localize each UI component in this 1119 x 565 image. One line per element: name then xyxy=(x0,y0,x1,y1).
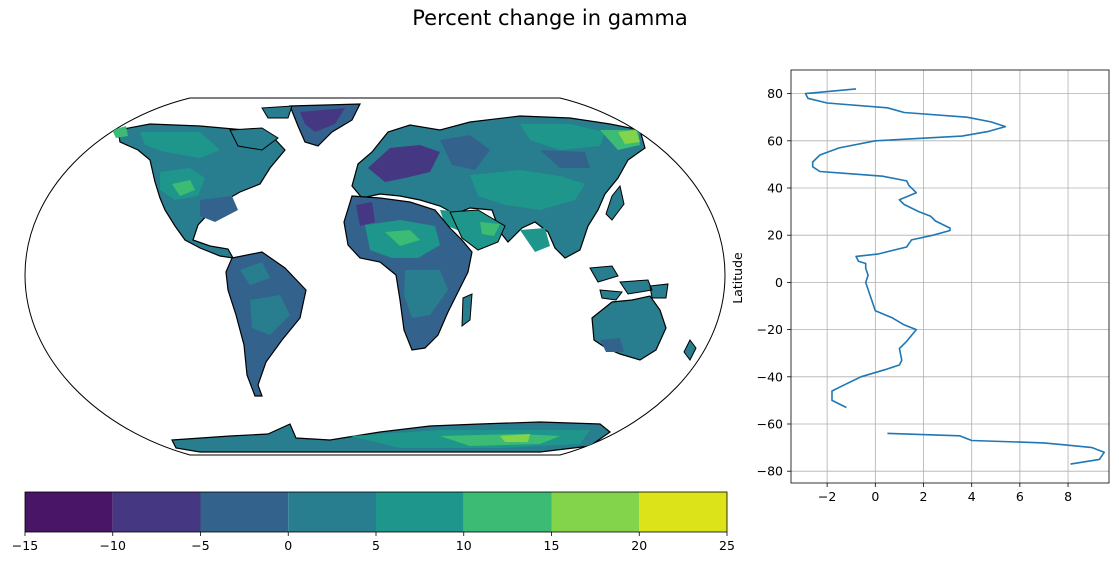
continent-africa xyxy=(343,195,473,351)
series-line xyxy=(887,432,1105,465)
continent-south-america xyxy=(225,251,307,397)
x-tick-label: 0 xyxy=(871,489,879,504)
y-tick-label: 0 xyxy=(775,275,783,290)
colorbar-swatch xyxy=(288,492,376,532)
panel-lines xyxy=(804,88,1105,465)
y-tick-label: −40 xyxy=(757,369,783,384)
colorbar-tick-label: 20 xyxy=(631,538,647,553)
panel-x-ticks: −2 0 2 4 6 8 xyxy=(818,483,1072,504)
panel-y-ticks: −80 −60 −40 −20 0 20 40 60 80 xyxy=(757,86,791,479)
continent-greenland xyxy=(289,103,361,147)
world-map xyxy=(24,97,726,456)
x-tick-label: 8 xyxy=(1064,489,1072,504)
colorbar-tick-label: −10 xyxy=(100,538,126,553)
colorbar-swatch xyxy=(551,492,640,532)
new-zealand xyxy=(683,339,697,361)
colorbar-tick-label: 15 xyxy=(544,538,560,553)
panel-y-axis-label: Latitude xyxy=(730,252,745,304)
continent-antarctica xyxy=(171,421,612,453)
colorbar-swatch xyxy=(463,492,552,532)
colorbar-swatch xyxy=(200,492,289,532)
colorbar-tick-label: 0 xyxy=(284,538,292,553)
x-tick-label: −2 xyxy=(818,489,836,504)
x-tick-label: 2 xyxy=(920,489,928,504)
panel-grid xyxy=(791,70,1109,483)
figure-title: Percent change in gamma xyxy=(412,6,688,30)
y-tick-label: −80 xyxy=(757,464,783,479)
x-tick-label: 6 xyxy=(1016,489,1024,504)
y-tick-label: −20 xyxy=(757,322,783,337)
madagascar xyxy=(461,293,473,328)
y-tick-label: 80 xyxy=(767,86,783,101)
colorbar-swatch xyxy=(25,492,113,532)
colorbar-tick-label: −15 xyxy=(12,538,38,553)
y-tick-label: 60 xyxy=(767,133,783,148)
japan xyxy=(605,184,625,221)
colorbar-tick-label: 5 xyxy=(372,538,380,553)
continent-australia xyxy=(591,295,667,361)
y-tick-label: 20 xyxy=(767,228,783,243)
series-line xyxy=(804,88,1007,409)
continent-eurasia xyxy=(351,115,646,259)
colorbar-swatch xyxy=(639,492,727,532)
panel-frame xyxy=(790,69,1110,484)
colorbar: −15 −10 −5 0 5 10 15 20 25 xyxy=(12,491,735,553)
colorbar-swatch xyxy=(112,492,201,532)
arctic-islands xyxy=(229,105,293,151)
y-tick-label: 40 xyxy=(767,181,783,196)
colorbar-tick-label: 10 xyxy=(456,538,472,553)
y-tick-label: −60 xyxy=(757,417,783,432)
southeast-asia-islands xyxy=(589,265,669,301)
colorbar-swatch xyxy=(376,492,464,532)
colorbar-tick-label: −5 xyxy=(191,538,209,553)
region-arabia xyxy=(449,209,506,251)
x-tick-label: 4 xyxy=(968,489,976,504)
colorbar-tick-label: 25 xyxy=(719,538,735,553)
continent-north-america xyxy=(112,123,286,259)
